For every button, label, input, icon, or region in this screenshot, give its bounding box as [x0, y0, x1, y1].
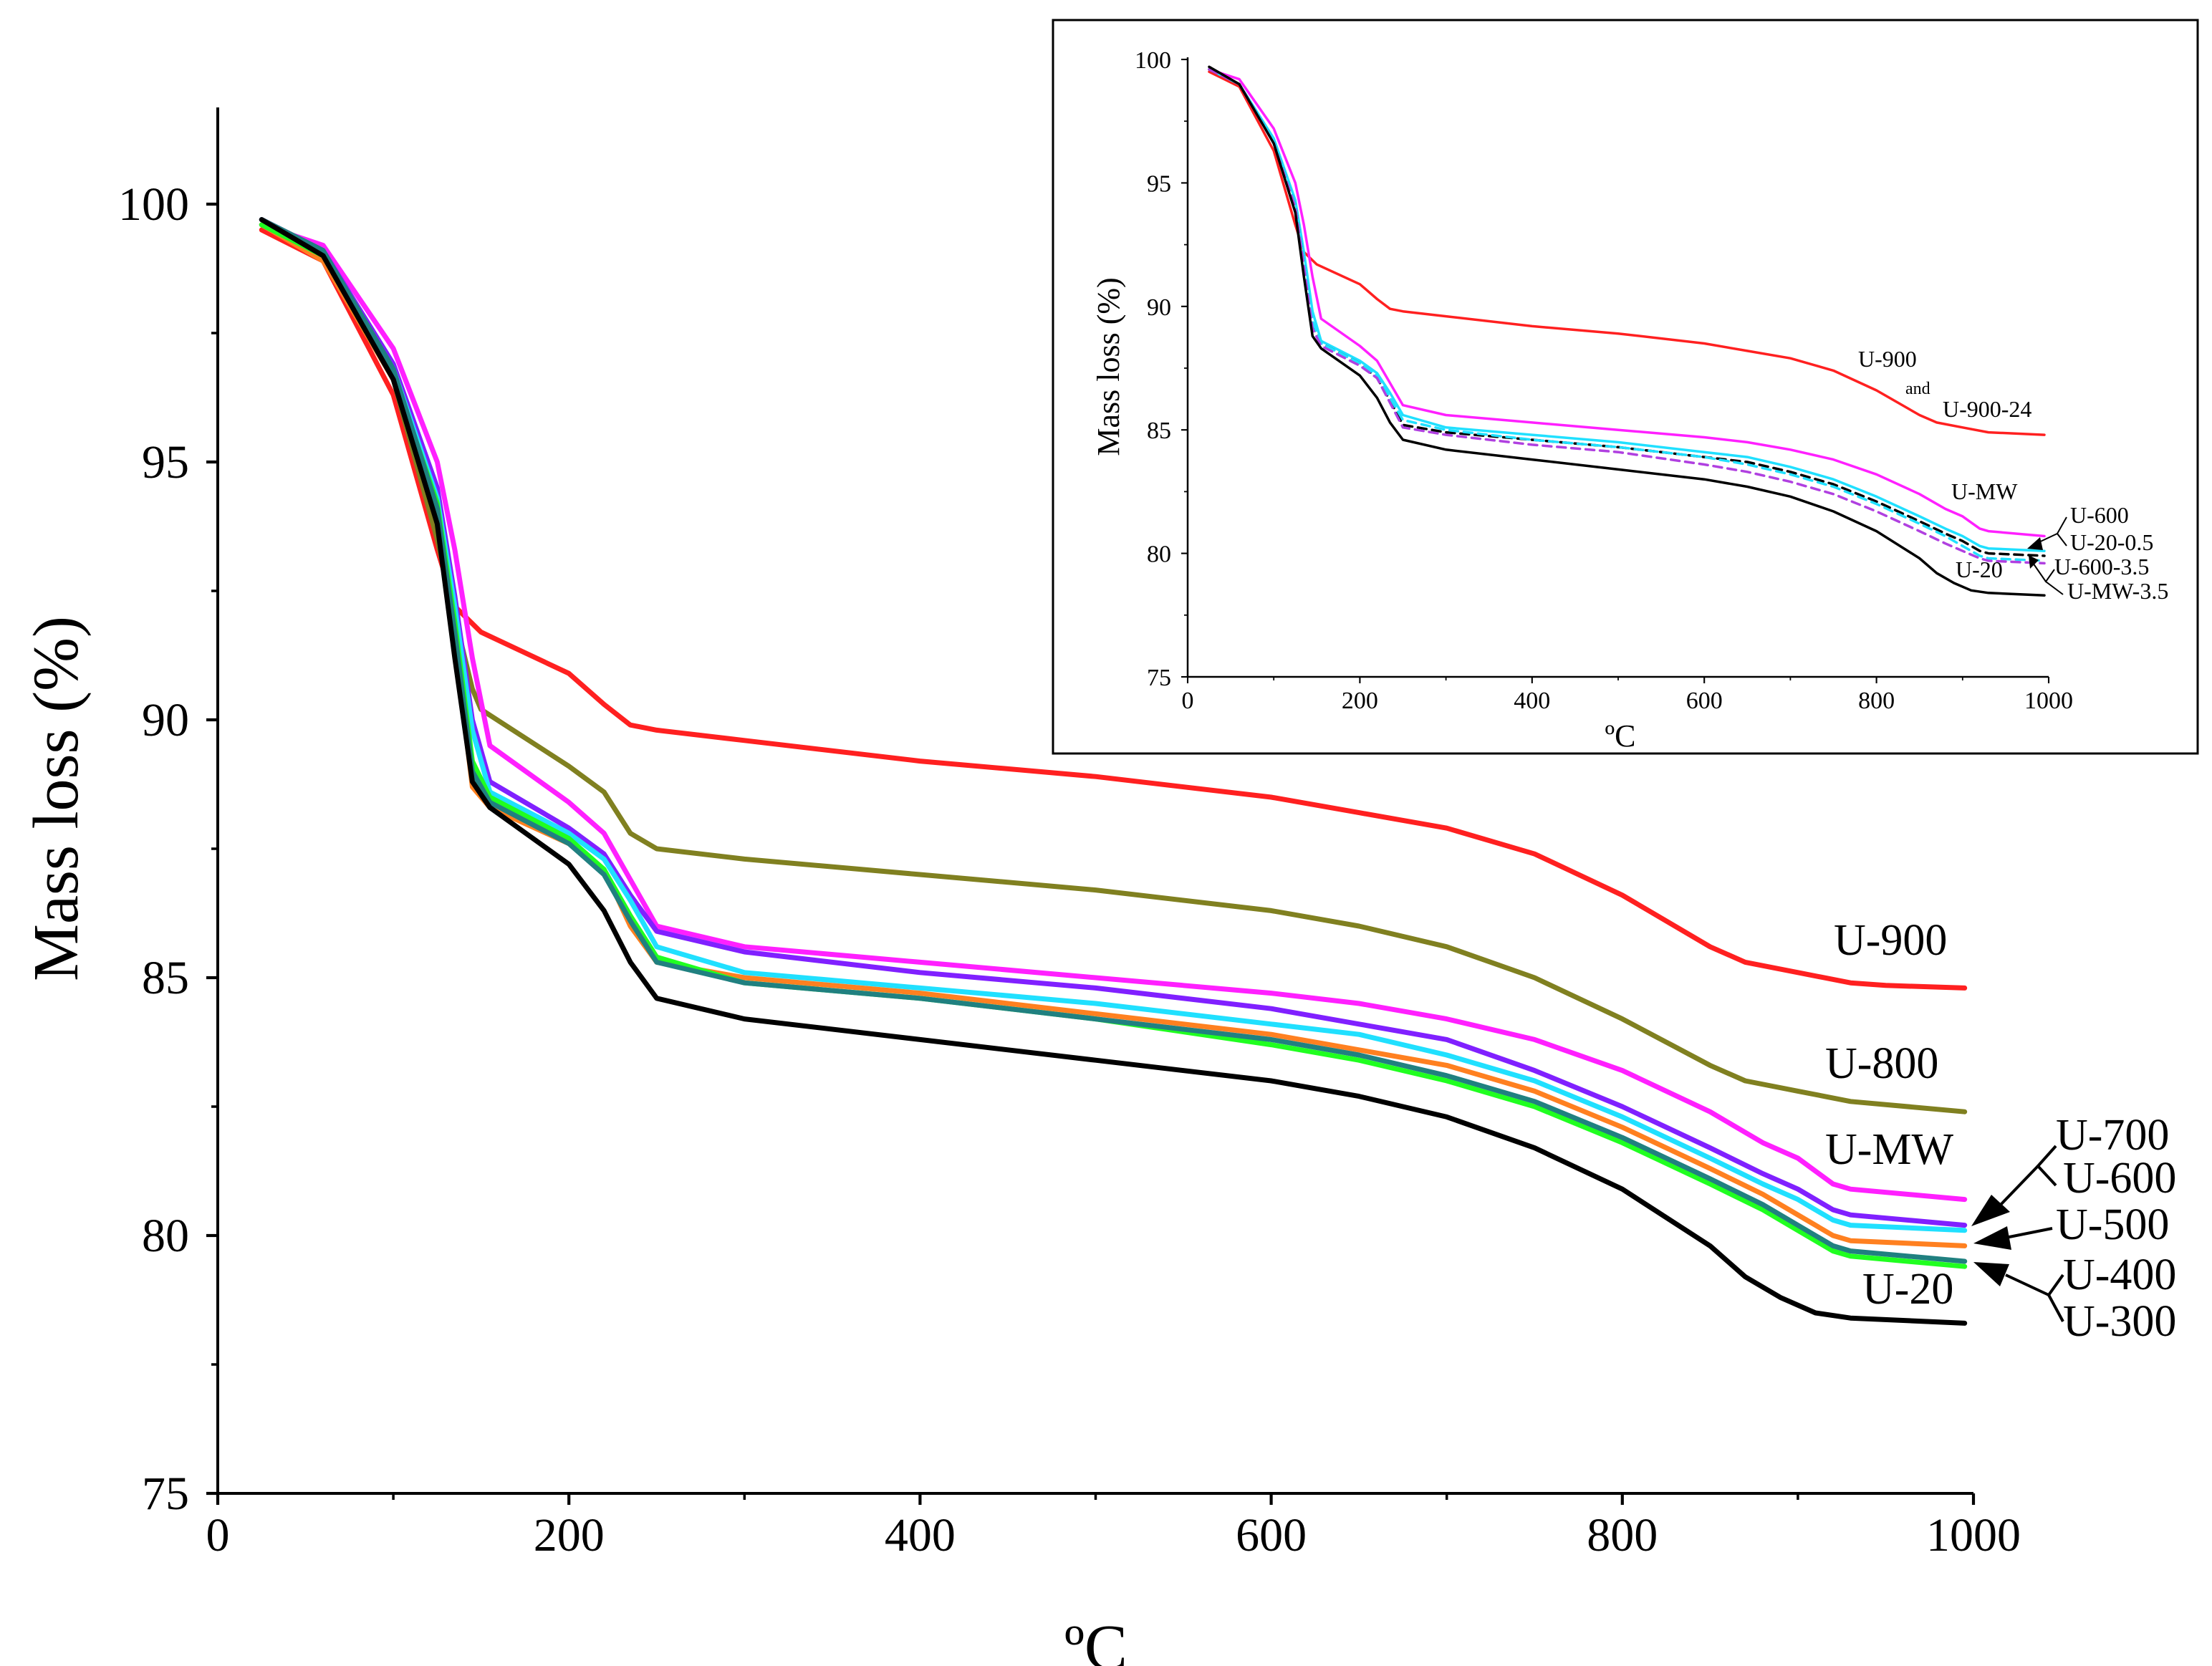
- inset-arrow-lower: [2032, 562, 2047, 582]
- inset-y-axis-title: Mass loss (%): [1091, 277, 1126, 456]
- inset-y-tick-label: 100: [1135, 47, 1171, 74]
- main-series-group: [259, 217, 1968, 1326]
- inset-y-tick-label: 75: [1147, 665, 1171, 691]
- label-u800: U-800: [1825, 1039, 1938, 1088]
- inset-x-tick-label: 0: [1182, 688, 1194, 714]
- main-x-tick-label: 200: [534, 1509, 605, 1561]
- inset-label-u60035: U-600-3.5: [2054, 554, 2149, 579]
- label-u20: U-20: [1862, 1265, 1953, 1314]
- inset-y-tick-label: 80: [1147, 541, 1171, 568]
- main-x-tick-label: 0: [206, 1509, 230, 1561]
- main-y-tick-label: 90: [142, 694, 189, 746]
- inset-label-u600: U-600: [2070, 502, 2129, 528]
- main-series-u-300: [259, 217, 1968, 1264]
- inset-label-u900: U-900: [1858, 346, 1917, 372]
- main-x-axis-title: ºC: [1064, 1612, 1127, 1666]
- inset-x-tick-label: 800: [1858, 688, 1895, 714]
- label-u500: U-500: [2056, 1200, 2169, 1249]
- label-u700: U-700: [2056, 1111, 2169, 1160]
- inset-label-and: and: [1905, 380, 1930, 398]
- arrow-line-u400-u300: [2005, 1273, 2049, 1296]
- inset-plot: 0 200 400 600 800 1000 75 80 85 90 95 100 ºC Mass l…: [1052, 19, 2199, 755]
- inset-label-umw: U-MW: [1951, 478, 2018, 504]
- inset-arrow-head-upper: [2027, 537, 2043, 550]
- main-y-tick-label: 100: [118, 178, 189, 231]
- inset-x-tick-label: 200: [1342, 688, 1378, 714]
- inset-series-u-mw: [1208, 68, 2046, 538]
- inset-series-u-600: [1208, 68, 2046, 552]
- arrow-line-u700-u600: [1997, 1165, 2039, 1208]
- inset-x-tick-label: 1000: [2024, 688, 2073, 714]
- inset-arrow-head-lower: [2029, 555, 2039, 569]
- inset-y-tick-label: 90: [1147, 294, 1171, 321]
- label-u300: U-300: [2063, 1297, 2176, 1346]
- main-x-tick-label: 1000: [1926, 1509, 2021, 1561]
- main-x-tick-label: 600: [1236, 1509, 1307, 1561]
- main-x-tick-label: 400: [885, 1509, 956, 1561]
- inset-x-tick-label: 600: [1686, 688, 1723, 714]
- inset-ticks-group: 0 200 400 600 800 1000 75 80 85 90 95 100: [1135, 47, 2073, 714]
- inset-label-u2005: U-20-0.5: [2070, 529, 2153, 555]
- main-series-u-20: [259, 217, 1968, 1326]
- inset-series-group: [1208, 65, 2046, 597]
- inset-label-u20: U-20: [1956, 557, 2003, 582]
- label-u900: U-900: [1834, 916, 1947, 965]
- arrow-head-u700-u600: [1971, 1195, 2010, 1226]
- inset-y-tick-label: 95: [1147, 170, 1171, 197]
- inset-label-u90024: U-900-24: [1943, 396, 2031, 422]
- inset-x-tick-label: 400: [1514, 688, 1550, 714]
- inset-y-tick-label: 85: [1147, 418, 1171, 444]
- inset-x-axis-title: ºC: [1605, 718, 1636, 753]
- main-y-tick-label: 80: [142, 1210, 189, 1262]
- main-y-tick-label: 85: [142, 952, 189, 1004]
- arrow-line-u500: [2005, 1227, 2053, 1239]
- inset-label-umw35: U-MW-3.5: [2067, 578, 2168, 604]
- inset-series-u-mw-3-5: [1208, 68, 2046, 565]
- inset-frame: [1052, 19, 2199, 755]
- label-u400: U-400: [2063, 1251, 2176, 1299]
- main-y-axis-title: Mass loss (%): [21, 616, 92, 981]
- arrow-head-u400-u300: [1973, 1262, 2009, 1286]
- inset-series-u-20: [1208, 65, 2046, 597]
- label-u600: U-600: [2063, 1154, 2176, 1203]
- main-x-tick-label: 800: [1587, 1509, 1658, 1561]
- arrow-head-u500: [1973, 1226, 2011, 1250]
- label-umw: U-MW: [1825, 1125, 1954, 1174]
- main-y-tick-label: 75: [142, 1468, 189, 1520]
- inset-series-u-20-0-5: [1208, 68, 2046, 557]
- main-y-tick-label: 95: [142, 436, 189, 488]
- main-series-u-mw: [259, 222, 1968, 1203]
